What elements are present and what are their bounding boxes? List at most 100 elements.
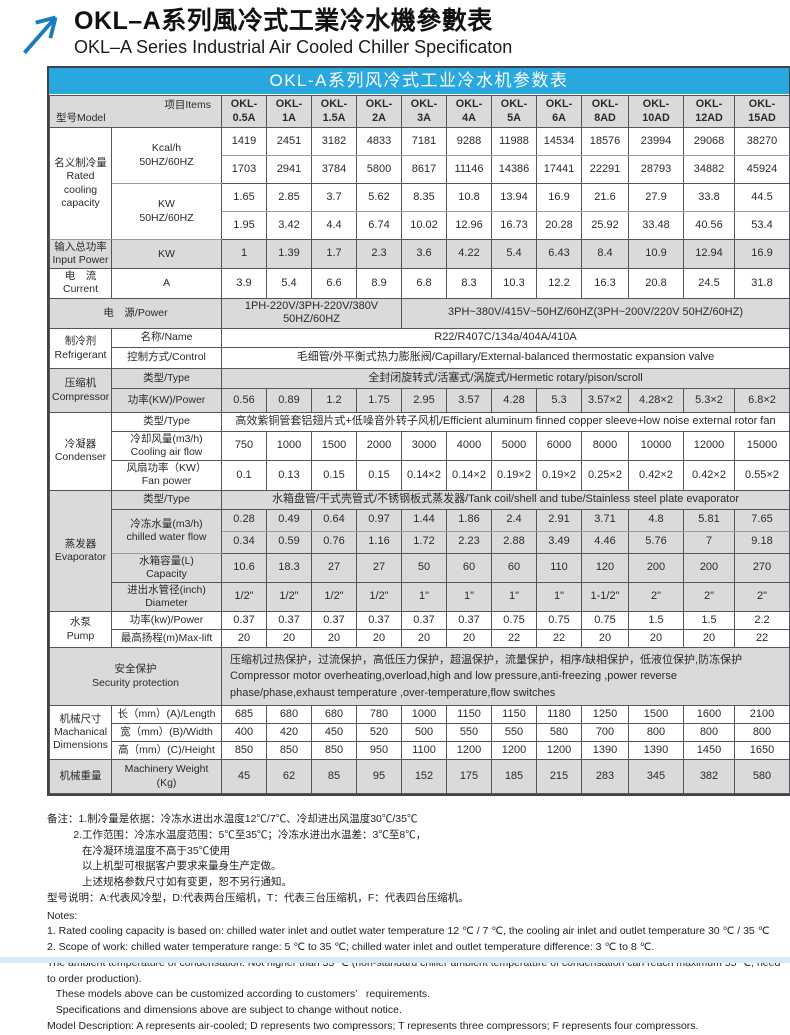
model-column-header: OKL-15AD: [734, 95, 790, 128]
value-cell: 0.37: [221, 611, 267, 630]
value-cell: 8.9: [356, 268, 402, 299]
value-cell: 800: [683, 723, 735, 742]
value-cell: 0.19×2: [536, 460, 582, 491]
value-cell: 1/2": [266, 581, 312, 613]
value-cell: 0.75: [581, 611, 629, 630]
value-cell: 0.37: [266, 611, 312, 630]
value-cell: 420: [266, 723, 312, 742]
value-cell: 2.3: [356, 238, 402, 270]
value-cell: 16.73: [491, 211, 537, 240]
model-column-header: OKL-10AD: [628, 95, 684, 128]
value-cell: 0.42×2: [628, 460, 684, 491]
value-cell: 5.3×2: [683, 388, 735, 413]
value-cell: 34882: [683, 155, 735, 184]
value-cell: 550: [491, 723, 537, 742]
value-cell: 6.6: [311, 268, 357, 299]
group-label: 机械重量: [49, 759, 112, 794]
value-cell: 1250: [581, 705, 629, 724]
condenser-type: 冷凝器 Condenser 类型/Type 高效紫铜管套铝翅片式+低噪音外转子风机/…: [49, 412, 790, 491]
model-column-header: OKL-3A: [401, 95, 447, 128]
value-cell: 4.4: [311, 211, 357, 240]
model-column-header: OKL-1A: [266, 95, 312, 128]
value-cell: 6.8×2: [734, 388, 790, 413]
value-cell: 200: [628, 552, 684, 583]
model-column-header: OKL-12AD: [683, 95, 735, 128]
value-cell: 20: [401, 629, 447, 648]
value-cell: 20: [221, 629, 267, 648]
value-cell: 5.76: [628, 530, 684, 554]
item-label: KW: [111, 238, 222, 270]
value-cell: 0.28: [221, 508, 267, 532]
value-cell: 800: [628, 723, 684, 742]
value-cell: 1180: [536, 705, 582, 724]
rated-capacity-kw-50hz: KW 50HZ/60HZ 1.65 2.85 3.7 5.62 8.35 10.8 13.94…: [50, 183, 790, 240]
value-cell: 520: [356, 723, 402, 742]
value-cell: 3.42: [266, 211, 312, 240]
value-cell: 16.9: [734, 238, 790, 270]
value-cell: 14534: [536, 127, 582, 156]
value-cell: 45: [221, 759, 267, 794]
value-cell: 0.1: [221, 460, 267, 491]
value-cell: 95: [356, 759, 402, 794]
value-cell: 6.8: [401, 268, 447, 299]
value-cell: 200: [683, 552, 735, 583]
item-label: Kcal/h 50HZ/60HZ: [111, 127, 222, 184]
value-cell: 382: [683, 759, 735, 794]
value-cell: 0.37: [446, 611, 492, 630]
value-cell: 33.8: [683, 183, 735, 212]
value-cell: 11988: [491, 127, 537, 156]
value-cell: 28793: [628, 155, 684, 184]
value-cell: 8000: [581, 430, 629, 462]
value-cell: 12.94: [683, 238, 735, 270]
value-cell: 7.65: [734, 508, 790, 532]
value-cell: 1200: [536, 741, 582, 760]
group-label: 安全保护 Security protection: [49, 647, 222, 706]
power-spec-cell: 3PH~380V/415V~50HZ/60HZ(3PH~200V/220V 50…: [401, 297, 790, 329]
group-label: 输入总功率 Input Power: [49, 238, 112, 270]
value-cell: 1.75: [356, 388, 402, 413]
note-line: 1. Rated cooling capacity is based on: c…: [47, 925, 770, 938]
compressor-type: 压缩机 Compressor 类型/Type 全封闭旋转式/活塞式/涡旋式/Herm…: [49, 368, 790, 413]
value-cell: 1.65: [221, 183, 267, 212]
value-cell: 0.75: [536, 611, 582, 630]
value-cell: 6.74: [356, 211, 402, 240]
value-cell: 1390: [628, 741, 684, 760]
value-cell: 1": [446, 581, 492, 613]
value-cell: 283: [581, 759, 629, 794]
refrigerant-control: 控制方式/Control 毛细管/外平衡式热力膨胀阀/Capillary/Exte…: [50, 347, 790, 369]
value-cell: 40.56: [683, 211, 735, 240]
value-cell: 20: [683, 629, 735, 648]
spec-span-cell: 高效紫铜管套铝翅片式+低噪音外转子风机/Efficient aluminum f…: [221, 412, 790, 432]
value-cell: 16.3: [581, 268, 629, 299]
group-label: 水泵 Pump: [49, 611, 112, 648]
group-label: 电 源/Power: [49, 297, 222, 329]
value-cell: 3784: [311, 155, 357, 184]
spec-table-container: OKL-A系列风冷式工业冷水机参数表 型号Model 项目Items OKL-0.5…: [47, 66, 790, 796]
group-label: 制冷剂 Refrigerant: [49, 328, 112, 369]
evaporator-type: 蒸发器 Evaporator 类型/Type 水箱盘管/干式壳管式/不锈钢板式蒸发器…: [49, 489, 790, 612]
refrigerant-name: 制冷剂 Refrigerant 名称/Name R22/R407C/134a/404…: [49, 328, 790, 369]
value-cell: 1.44: [401, 508, 447, 532]
item-label: 高（mm）(C)/Height: [111, 741, 222, 760]
security-protection: 安全保护 Security protection 压缩机过热保护，过流保护，高低压…: [49, 647, 790, 706]
value-cell: 0.19×2: [491, 460, 537, 491]
value-cell: 270: [734, 552, 790, 583]
value-cell: 12.96: [446, 211, 492, 240]
value-cell: 685: [221, 705, 267, 724]
value-cell: 10.8: [446, 183, 492, 212]
value-cell: 0.64: [311, 508, 357, 532]
value-cell: 2.88: [491, 530, 537, 554]
note-line: 以上机型可根据客户要求来量身生产定做。: [47, 860, 282, 873]
value-cell: 750: [221, 430, 267, 462]
value-cell: 3.49: [536, 530, 582, 554]
document-header: OKL–A系列風冷式工業冷水機參數表 OKL–A Series Industri…: [0, 0, 790, 60]
note-line: 2. Scope of work: chilled water temperat…: [47, 941, 655, 953]
value-cell: 0.37: [311, 611, 357, 630]
value-cell: 22: [536, 629, 582, 648]
item-label: 功率(kw)/Power: [111, 611, 222, 630]
page-title: OKL–A系列風冷式工業冷水機參數表: [74, 7, 493, 35]
value-cell: 1.86: [446, 508, 492, 532]
value-cell: 700: [581, 723, 629, 742]
value-cell: 5.3: [536, 388, 582, 413]
item-label: 类型/Type: [111, 412, 222, 432]
